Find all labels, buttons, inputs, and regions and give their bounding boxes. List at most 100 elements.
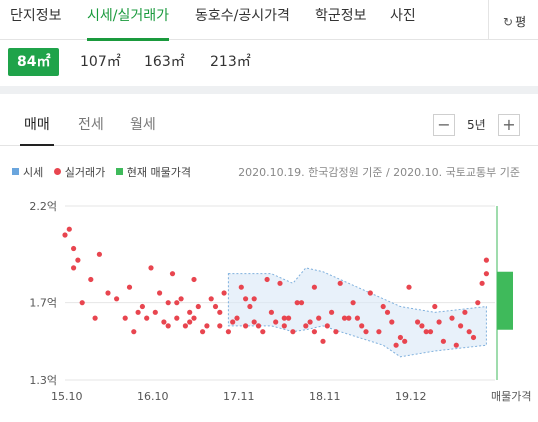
y-tick-label: 1.3억 [29,374,57,387]
area-chip-107[interactable]: 107㎡ [80,54,121,70]
section-divider [0,86,538,94]
x-tick-label: 18.11 [309,390,341,403]
trade-point [238,284,244,290]
trade-point [432,303,438,310]
trade-point [165,300,171,306]
trade-point [217,309,223,315]
trade-point [165,323,171,329]
trade-point [406,284,412,290]
x-tick-label: 19.12 [395,390,427,403]
trade-point [243,323,249,329]
trade-point [458,323,464,329]
trade-point [178,296,184,302]
y-tick-label: 1.7억 [29,297,57,310]
market-price-band [227,267,487,358]
x-tick-label: 15.10 [51,390,83,403]
listing-label: 매물가격 [491,390,531,403]
trade-point [479,280,485,286]
trade-point [402,338,408,344]
tab-photos[interactable]: 사진 [390,8,416,24]
tab-jeonse[interactable]: 전세 [78,117,104,133]
trade-point [393,342,399,348]
trade-point [483,271,489,277]
area-chip-163[interactable]: 163㎡ [144,54,185,70]
trade-point [161,319,167,325]
trade-point [316,315,322,321]
listing-bar [497,271,513,330]
trade-point [311,329,317,335]
tab-school-info[interactable]: 학군정보 [315,8,367,24]
trade-point [303,323,309,329]
market-square-icon [12,168,19,175]
trade-point [126,284,133,290]
legend-actual: 실거래가 [53,164,105,180]
chart-legend: 시세 실거래가 현재 매물가격 [12,164,198,180]
trade-point [169,271,176,277]
trade-point [466,329,472,335]
tab-price-trades[interactable]: 시세/실거래가 [87,5,169,41]
trade-point [234,315,240,321]
trade-type-tabs: 매매 전세 월세 − 5년 + [0,94,538,146]
unit-toggle-button[interactable]: ↻ 평 [488,0,538,40]
trade-point [329,309,335,315]
range-increase-button[interactable]: + [498,114,520,136]
area-chip-84[interactable]: 84㎡ [8,48,60,76]
trade-point [122,315,128,321]
trade-point [79,300,85,306]
tab-sale[interactable]: 매매 [20,114,54,146]
trade-point [427,329,434,335]
trade-point [251,296,257,302]
tab-complex-info[interactable]: 단지정보 [10,8,62,24]
trade-point [311,284,317,290]
trade-point [264,276,270,283]
trade-point [144,315,150,321]
trade-point [230,319,236,325]
trade-point [105,290,111,296]
trade-point [139,303,145,310]
listing-square-icon [115,168,123,175]
data-source-note: 2020.10.19. 한국감정원 기준 / 2020.10. 국토교통부 기준 [238,166,520,179]
trade-point [71,265,77,271]
trade-point [191,276,197,283]
trade-point [380,303,386,310]
trade-point [152,309,158,315]
trade-point [475,300,481,306]
trade-point [273,319,279,325]
trade-point [182,323,188,329]
trade-point [281,315,287,321]
trade-point [290,329,296,335]
trade-point [346,315,352,321]
trade-point [66,226,72,232]
trade-point [354,315,360,321]
range-decrease-button[interactable]: − [433,114,455,136]
trade-point [341,315,348,321]
x-tick-label: 16.10 [137,390,169,403]
trade-point [298,300,305,306]
legend-listing: 현재 매물가격 [115,164,191,180]
trade-point [419,323,425,329]
trade-point [221,290,227,296]
trade-point [212,303,219,310]
trade-point [268,309,274,315]
trade-point [462,309,468,315]
area-chip-213[interactable]: 213㎡ [210,54,251,70]
area-selector: 84㎡ 107㎡ 163㎡ 213㎡ [0,48,538,76]
trade-point [277,280,283,286]
trade-point [350,300,356,306]
trade-point [397,334,403,341]
trade-point [174,300,180,306]
tab-monthly-rent[interactable]: 월세 [130,117,156,133]
trade-point [217,323,223,329]
trade-point [384,309,391,315]
trade-point [376,329,382,335]
trade-point [307,319,313,325]
trade-point [225,329,231,335]
y-tick-label: 2.2억 [29,200,57,213]
legend-market: 시세 [12,164,43,180]
top-tab-bar: 단지정보 시세/실거래가 동호수/공시가격 학군정보 사진 ↻ 평 [0,0,538,41]
trade-point [208,296,214,302]
trade-point [294,300,300,306]
trade-point [389,319,395,325]
trade-point [333,329,339,335]
tab-unit-official-price[interactable]: 동호수/공시가격 [195,8,290,24]
